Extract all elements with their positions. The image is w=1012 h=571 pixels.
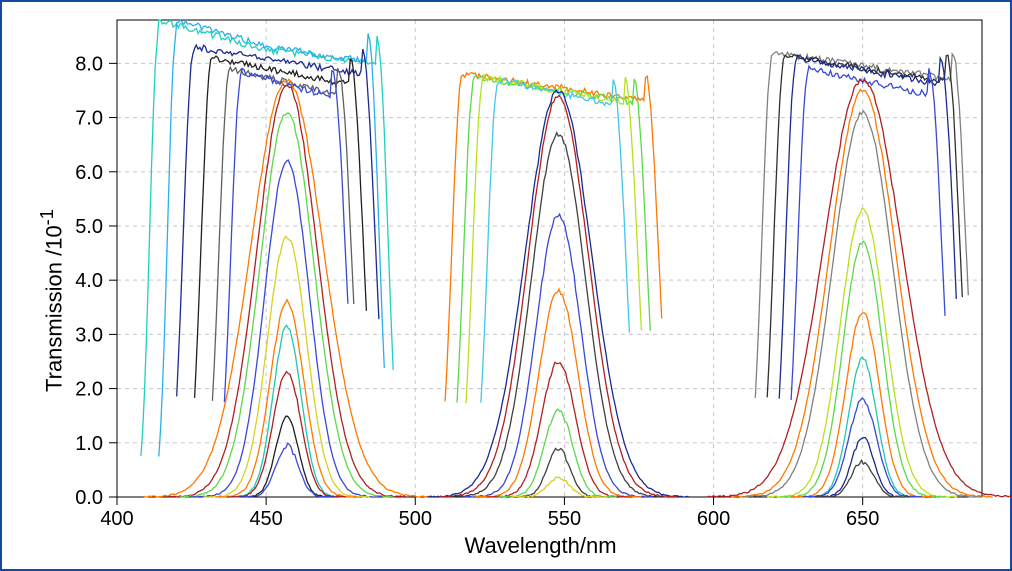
spectral-line xyxy=(224,69,348,403)
spectral-line xyxy=(475,289,642,497)
svg-text:600: 600 xyxy=(697,508,730,530)
y-axis-label-text: Transmission /10 xyxy=(41,225,66,392)
transmission-chart: 400 450 500 550 600 650 0.0 1.0 2.0 3.0 4.0 5.0 6.0 7… xyxy=(0,0,1012,571)
spectral-line xyxy=(466,75,641,403)
svg-text:500: 500 xyxy=(399,508,432,530)
svg-text:2.0: 2.0 xyxy=(75,379,103,401)
spectral-line xyxy=(445,73,662,402)
y-axis-label: Transmission /10-1 xyxy=(36,209,67,392)
spectral-line xyxy=(803,357,921,497)
spectral-line xyxy=(463,214,653,497)
y-axis-label-sup: -1 xyxy=(36,209,57,225)
svg-text:1.0: 1.0 xyxy=(75,433,103,455)
curves xyxy=(141,20,1012,497)
svg-text:3.0: 3.0 xyxy=(75,324,103,346)
spectral-line xyxy=(731,89,992,497)
svg-text:400: 400 xyxy=(100,508,133,530)
spectral-line xyxy=(168,86,406,498)
spectral-line xyxy=(499,409,617,497)
spectral-line xyxy=(427,90,688,497)
spectral-line xyxy=(481,78,630,403)
svg-text:4.0: 4.0 xyxy=(75,270,103,292)
spectral-line xyxy=(180,113,393,497)
svg-text:550: 550 xyxy=(548,508,581,530)
spectral-line xyxy=(708,79,1012,497)
svg-text:7.0: 7.0 xyxy=(75,108,103,130)
x-axis-label: Wavelength/nm xyxy=(465,533,617,559)
svg-text:0.0: 0.0 xyxy=(75,487,103,509)
spectral-line xyxy=(779,56,956,399)
spectral-line xyxy=(767,208,957,497)
svg-text:8.0: 8.0 xyxy=(75,53,103,75)
svg-text:450: 450 xyxy=(249,508,282,530)
spectral-line xyxy=(511,448,606,497)
plot-area: 4004505005506006500.01.02.03.04.05.06.07… xyxy=(117,20,982,497)
spectral-line xyxy=(457,76,650,403)
svg-text:650: 650 xyxy=(846,508,879,530)
spectral-line xyxy=(791,66,945,400)
svg-text:5.0: 5.0 xyxy=(75,216,103,238)
svg-text:6.0: 6.0 xyxy=(75,162,103,184)
spectral-line xyxy=(755,52,968,398)
chart-svg: 400 450 500 550 600 650 0.0 1.0 2.0 3.0 4.0 5.0 6.0 7… xyxy=(57,0,1012,557)
